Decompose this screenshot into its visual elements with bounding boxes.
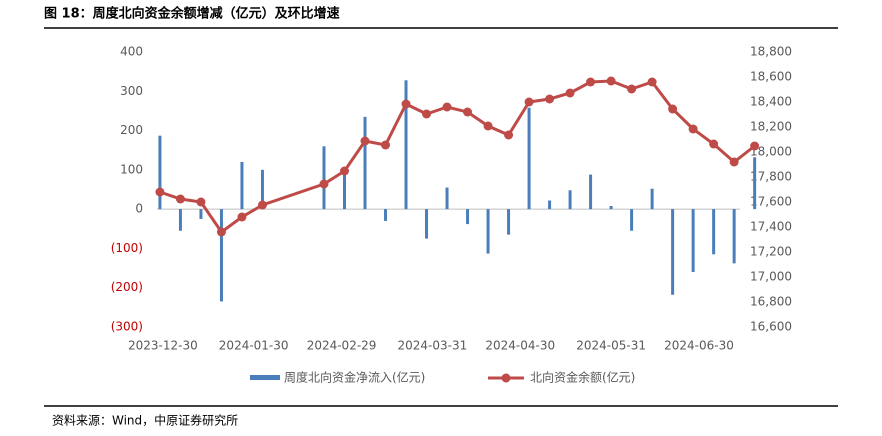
line-marker [155, 187, 165, 197]
line-marker [750, 141, 760, 151]
bar [712, 209, 716, 255]
y2-tick-label: 18,200 [750, 120, 792, 134]
x-tick-label: 2024-01-30 [219, 339, 289, 353]
x-tick-label: 2023-12-30 [128, 339, 198, 353]
line-marker [196, 197, 206, 207]
y2-tick-label: 17,000 [750, 270, 792, 284]
chart-title: 图 18：周度北向资金余额增减（亿元）及环比增速 [44, 6, 340, 22]
line-marker [586, 77, 596, 87]
bar [342, 171, 346, 210]
line-marker [319, 179, 329, 189]
line-marker [422, 109, 432, 119]
bar [466, 209, 470, 225]
line-marker [668, 104, 678, 114]
line-marker [729, 157, 739, 167]
y2-tick-label: 17,200 [750, 245, 792, 259]
y-tick-label: (300) [111, 320, 143, 334]
y-tick-label: (100) [111, 241, 143, 255]
line-marker [709, 139, 719, 149]
line-marker [442, 102, 452, 112]
y2-tick-label: 18,400 [750, 95, 792, 109]
y-tick-label: 100 [120, 162, 143, 176]
line-marker [647, 77, 657, 87]
line-marker [401, 99, 411, 109]
bar [178, 209, 182, 231]
bar [671, 209, 675, 295]
bar [260, 169, 264, 210]
y2-tick-label: 18,000 [750, 145, 792, 159]
line-marker [381, 140, 391, 150]
bar [384, 209, 388, 221]
legend-label: 北向资金余额(亿元) [530, 370, 635, 385]
line-marker [216, 227, 226, 237]
x-tick-label: 2024-02-29 [307, 339, 377, 353]
source-note: 资料来源：Wind，中原证券研究所 [52, 413, 238, 428]
bar [732, 209, 736, 264]
bar [219, 209, 223, 302]
legend-swatch [501, 373, 511, 383]
bar [753, 157, 757, 210]
x-tick-label: 2024-06-30 [664, 339, 734, 353]
line-marker [360, 136, 370, 146]
line-marker [606, 76, 616, 86]
line-marker [175, 194, 185, 204]
line-marker [504, 130, 514, 140]
y2-tick-label: 17,600 [750, 195, 792, 209]
line-marker [339, 166, 349, 176]
line [159, 79, 756, 235]
bar [199, 209, 203, 219]
bar [609, 206, 613, 210]
bar [568, 190, 572, 210]
bar [486, 209, 490, 254]
legend-swatch [250, 375, 280, 380]
bar [240, 162, 244, 210]
bar [630, 209, 634, 231]
bar [158, 135, 162, 210]
x-tick-label: 2024-04-30 [485, 339, 555, 353]
bar [404, 80, 408, 210]
line-marker [627, 84, 637, 94]
y2-tick-label: 16,600 [750, 320, 792, 334]
line-marker [237, 212, 247, 222]
line-marker [257, 200, 267, 210]
line-marker [688, 124, 698, 134]
y-tick-label: 0 [135, 202, 143, 216]
bar [445, 187, 449, 210]
bar [425, 209, 429, 239]
x-tick-label: 2024-05-31 [576, 339, 646, 353]
line-marker [545, 94, 555, 104]
bar [589, 174, 593, 210]
bar [691, 209, 695, 272]
line-marker [463, 107, 473, 117]
line-marker [483, 121, 493, 131]
y2-tick-label: 18,800 [750, 45, 792, 59]
bar [527, 107, 531, 210]
bar [322, 146, 326, 210]
y2-tick-label: 17,800 [750, 170, 792, 184]
line-marker [565, 88, 575, 98]
y2-tick-label: 16,800 [750, 295, 792, 309]
y-tick-label: 300 [120, 84, 143, 98]
y-tick-label: 200 [120, 123, 143, 137]
bar [650, 188, 654, 210]
legend-label: 周度北向资金净流入(亿元) [284, 370, 425, 385]
bar [363, 116, 367, 210]
y-tick-label: 400 [120, 45, 143, 59]
bar [548, 200, 552, 210]
y2-tick-label: 17,400 [750, 220, 792, 234]
x-tick-label: 2024-03-31 [398, 339, 468, 353]
line-marker [524, 97, 534, 107]
bar [507, 209, 511, 235]
y-tick-label: (200) [111, 280, 143, 294]
y2-tick-label: 18,600 [750, 70, 792, 84]
